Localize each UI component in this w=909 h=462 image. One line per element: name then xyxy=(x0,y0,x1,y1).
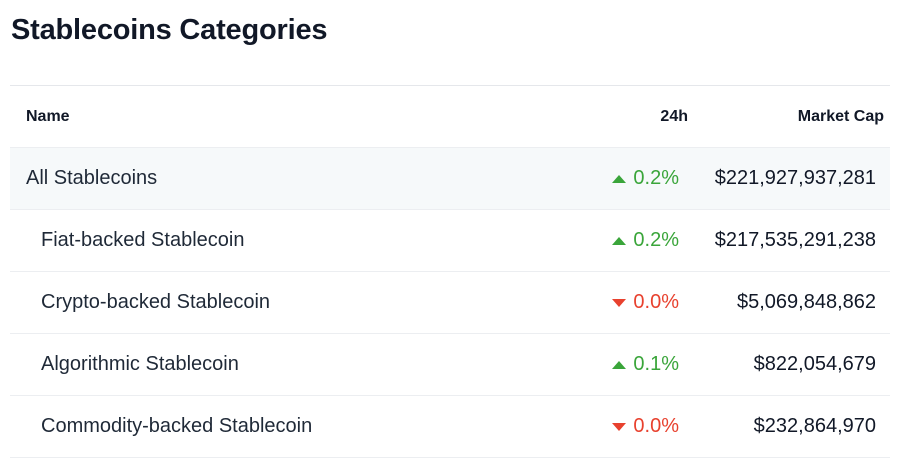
change-value: 0.0% xyxy=(633,415,679,437)
change-value: 0.2% xyxy=(633,167,679,189)
table-row: All Stablecoins 0.2% $221,927,937,281 xyxy=(10,148,890,210)
market-cap: $221,927,937,281 xyxy=(714,167,876,189)
market-cap: $217,535,291,238 xyxy=(714,229,876,251)
trend-arrow xyxy=(612,298,627,307)
categories-table: Name 24h Market Cap All Stablecoins 0.2% $… xyxy=(10,85,890,458)
category-name[interactable]: All Stablecoins xyxy=(26,167,158,189)
header-row: Name 24h Market Cap xyxy=(10,86,890,148)
trend-arrow xyxy=(612,174,627,183)
category-name[interactable]: Commodity-backed Stablecoin xyxy=(41,415,313,437)
change-value: 0.1% xyxy=(633,353,679,375)
change-24h: 0.2% xyxy=(612,210,679,271)
change-value: 0.2% xyxy=(633,229,679,251)
trend-arrow xyxy=(612,422,627,431)
column-header[interactable]: Name xyxy=(26,107,70,125)
market-cap: $232,864,970 xyxy=(753,415,876,437)
market-cap: $5,069,848,862 xyxy=(736,291,876,313)
table-row: Algorithmic Stablecoin 0.1% $822,054,679 xyxy=(10,334,890,396)
column-header[interactable]: 24h xyxy=(660,107,688,125)
change-value: 0.0% xyxy=(633,291,679,313)
market-cap: $822,054,679 xyxy=(753,353,876,375)
change-24h: 0.1% xyxy=(612,334,679,395)
trend-arrow xyxy=(612,236,627,245)
change-24h: 0.0% xyxy=(612,272,679,333)
column-header[interactable]: Market Cap xyxy=(797,107,884,125)
change-24h: 0.2% xyxy=(612,148,679,209)
change-24h: 0.0% xyxy=(612,396,679,457)
category-name[interactable]: Fiat-backed Stablecoin xyxy=(41,229,245,251)
page-title: Stablecoins Categories xyxy=(11,14,328,46)
category-name[interactable]: Crypto-backed Stablecoin xyxy=(41,291,271,313)
category-name[interactable]: Algorithmic Stablecoin xyxy=(41,353,239,375)
trend-arrow xyxy=(612,360,627,369)
table-row: Commodity-backed Stablecoin 0.0% $232,864,… xyxy=(10,396,890,458)
table-row: Crypto-backed Stablecoin 0.0% $5,069,848,8… xyxy=(10,272,890,334)
table-row: Fiat-backed Stablecoin 0.2% $217,535,291,2… xyxy=(10,210,890,272)
